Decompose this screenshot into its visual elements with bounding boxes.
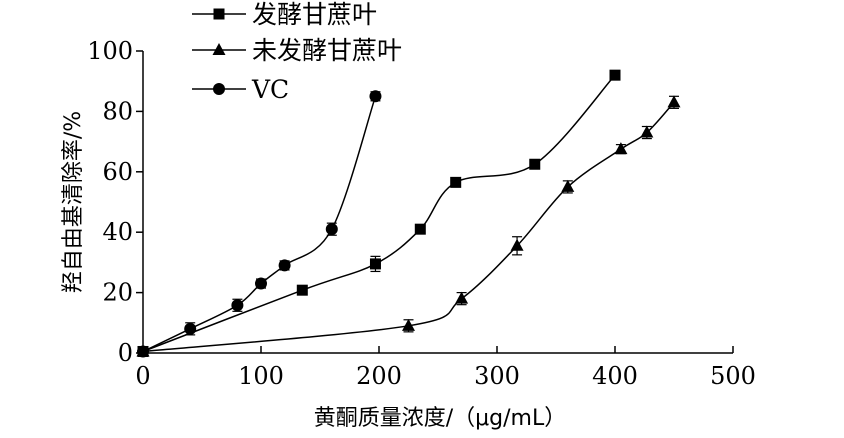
series-square [137,69,621,357]
y-tick-label: 0 [118,339,133,367]
data-point [450,176,462,188]
legend-label: 未发酵甘蔗叶 [252,36,402,65]
data-point [137,345,149,358]
data-point [255,277,267,290]
series-triangle [136,95,681,357]
legend-label: 发酵甘蔗叶 [252,0,377,29]
series-line [142,96,377,353]
legend-label: VC [251,75,289,104]
data-point [614,142,628,155]
data-point [510,238,524,251]
data-point [561,179,575,192]
data-point [184,322,197,335]
y-tick-label: 100 [87,37,133,65]
legend-marker [213,8,225,20]
x-tick-label: 0 [135,362,150,390]
y-tick-label: 80 [102,97,133,125]
data-point [231,299,244,312]
x-tick-label: 500 [710,362,756,390]
data-point [325,223,338,236]
x-tick-label: 400 [592,362,638,390]
y-tick-label: 20 [102,279,133,307]
data-point [369,90,382,103]
legend-item: 未发酵甘蔗叶 [192,36,402,65]
x-ticks: 0 100 200 300 400 500 [135,346,756,390]
y-tick-label: 60 [102,158,133,186]
x-axis-label: 黄酮质量浓度/（μg/mL） [314,406,566,431]
data-point [402,318,415,331]
data-point [609,69,621,81]
legend-item: VC [192,75,289,104]
series-layer [136,69,681,358]
legend-marker [213,83,225,95]
data-point [529,158,541,170]
y-tick-label: 40 [102,218,133,246]
y-ticks: 0 20 40 60 80 100 [87,37,143,367]
data-point [296,284,308,296]
data-point [640,125,654,138]
data-point [455,291,469,304]
data-point [369,258,381,270]
data-point [414,223,426,235]
y-axis-label: 羟自由基清除率/% [61,111,86,293]
x-tick-label: 200 [356,362,402,390]
data-point [667,95,681,108]
x-tick-label: 300 [474,362,520,390]
series-circle [137,90,382,358]
legend-item: 发酵甘蔗叶 [192,0,377,29]
x-tick-label: 100 [238,362,284,390]
legend-marker [212,43,226,55]
data-point [278,259,291,272]
